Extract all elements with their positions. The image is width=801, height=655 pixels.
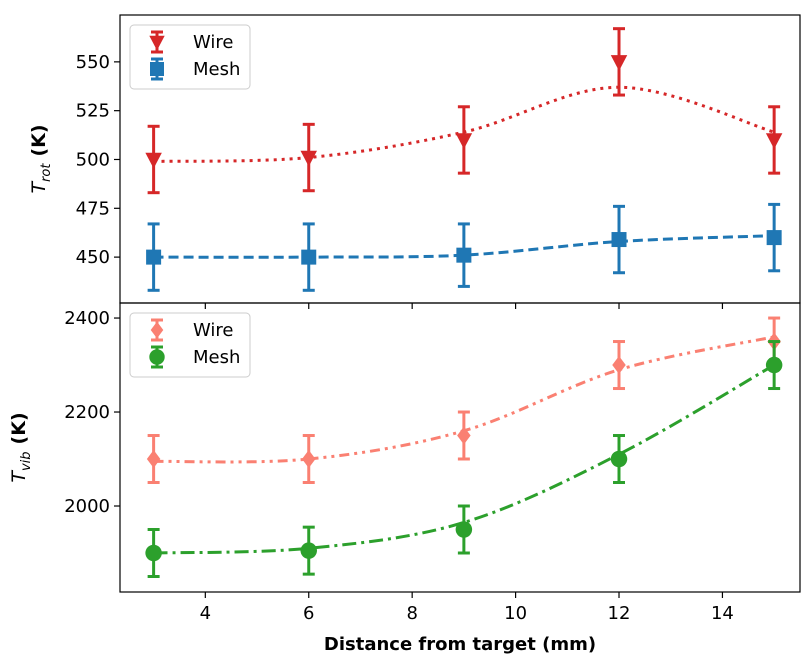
y-tick-label: 500 [76,149,110,170]
y-tick-label: 2000 [64,496,110,517]
fit-curve [153,363,775,555]
x-tick-label: 12 [608,603,631,624]
marker [610,55,628,71]
y-label-symbol: T [28,181,50,194]
marker [301,450,316,469]
y-axis-label: Tvib (K) [8,412,34,482]
marker [145,152,162,169]
y-label-unit: (K) [28,124,50,156]
subplot: 450 475 500 525 550 Trot (K) Wire Mesh [28,14,801,309]
x-tick-label: 6 [303,603,314,624]
marker [765,133,783,149]
marker [150,321,164,339]
marker [611,232,627,248]
marker [145,544,162,562]
y-tick-label: 525 [76,101,110,122]
marker [150,62,164,76]
marker [457,426,471,445]
marker [455,133,473,149]
marker [300,150,317,167]
x-tick-label: 14 [711,603,734,624]
marker [301,249,317,265]
axes-frame [119,302,801,593]
y-label-symbol: T [8,470,30,483]
y-tick-label: 550 [76,52,110,73]
marker [610,450,628,468]
x-tick-label: 8 [406,603,417,624]
y-label-unit: (K) [8,412,30,444]
marker [149,349,165,365]
marker [146,249,162,265]
legend-label: Wire [193,32,233,53]
y-tick-label: 2200 [64,402,110,423]
x-tick-label: 4 [200,603,211,624]
y-label-subscript: vib [19,451,34,471]
x-tick-label: 10 [504,603,527,624]
marker [455,521,473,538]
y-tick-label: 450 [76,247,110,268]
legend-label: Mesh [193,59,240,80]
marker [300,542,317,559]
y-label-subscript: rot [39,163,54,182]
marker [146,450,161,469]
marker [456,247,472,263]
subplot: 2000 2200 2400 4 6 8 10 12 14 Tvib (K) Distance fro… [8,302,801,655]
legend-label: Mesh [193,347,240,368]
y-axis-label: Trot (K) [28,124,54,193]
fit-curve [153,234,775,259]
y-tick-label: 475 [76,198,110,219]
marker [612,356,626,375]
legend-label: Wire [193,320,233,341]
x-axis-label: Distance from target (mm) [324,634,596,655]
y-tick-label: 2400 [64,308,110,329]
marker [766,230,782,246]
marker [765,356,783,374]
marker [149,35,165,51]
